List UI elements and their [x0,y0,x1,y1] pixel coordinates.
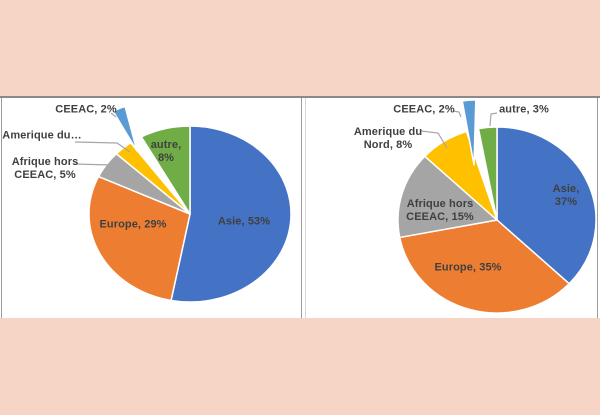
pie-label: Europe, 35% [434,261,502,274]
pie-label: CEEAC, 2% [55,103,117,116]
pie-label: Amerique du… [2,129,82,142]
pie-label: CEEAC, 2% [393,103,455,116]
panel-left-border [1,98,2,318]
pie-label: Afrique hors CEEAC, 15% [406,198,474,223]
chart-divider-left [301,98,302,318]
pie-label: autre, 8% [150,139,182,164]
pie-label: Asie, 37% [552,183,580,208]
pie-label: Europe, 29% [99,218,167,231]
pie-label: Afrique hors CEEAC, 5% [11,156,79,181]
pie-label: autre, 3% [499,103,549,116]
pie-label: Amerique du Nord, 8% [353,126,423,151]
chart-divider-right [305,98,306,318]
pie-label: Asie, 53% [217,215,271,228]
panel-right-border [597,98,598,318]
